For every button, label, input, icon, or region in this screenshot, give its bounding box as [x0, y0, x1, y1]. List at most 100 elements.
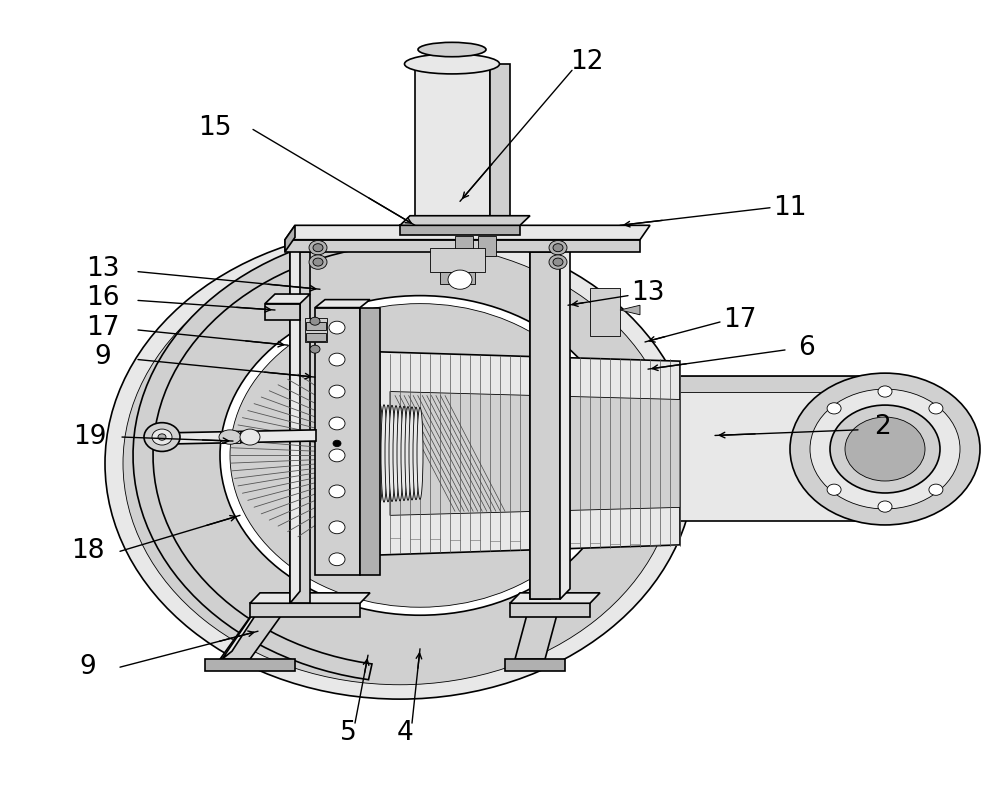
Polygon shape [515, 603, 560, 659]
Ellipse shape [219, 430, 241, 444]
Polygon shape [510, 593, 600, 603]
Ellipse shape [373, 404, 379, 503]
Text: 16: 16 [86, 285, 120, 311]
Polygon shape [400, 216, 530, 225]
Polygon shape [290, 240, 300, 603]
Circle shape [329, 417, 345, 430]
Polygon shape [158, 430, 316, 444]
Circle shape [313, 244, 323, 252]
Polygon shape [530, 252, 560, 599]
Ellipse shape [409, 407, 415, 500]
Polygon shape [290, 252, 310, 603]
Circle shape [158, 434, 166, 440]
Polygon shape [315, 308, 360, 575]
Circle shape [310, 317, 320, 325]
Circle shape [827, 403, 841, 414]
Text: 6: 6 [798, 335, 814, 360]
Circle shape [240, 429, 260, 445]
Circle shape [878, 386, 892, 397]
Bar [440, 272, 475, 284]
Polygon shape [285, 225, 650, 240]
Bar [306, 333, 326, 341]
Bar [430, 248, 485, 272]
Circle shape [549, 255, 567, 269]
Ellipse shape [401, 406, 407, 501]
Text: 17: 17 [723, 307, 757, 332]
Circle shape [827, 484, 841, 495]
Circle shape [123, 242, 677, 685]
Text: 9: 9 [80, 654, 96, 680]
Polygon shape [640, 376, 900, 392]
Ellipse shape [413, 407, 419, 499]
Polygon shape [265, 294, 310, 304]
Polygon shape [620, 305, 640, 315]
Polygon shape [400, 225, 520, 235]
Polygon shape [250, 603, 360, 617]
Ellipse shape [418, 42, 486, 57]
Circle shape [152, 429, 172, 445]
Text: 13: 13 [86, 256, 120, 282]
Circle shape [220, 296, 620, 615]
Circle shape [830, 405, 940, 493]
Circle shape [553, 258, 563, 266]
Circle shape [309, 255, 327, 269]
Text: 18: 18 [71, 539, 105, 564]
Bar [220, 431, 240, 443]
Ellipse shape [389, 405, 395, 502]
Polygon shape [133, 229, 395, 680]
Polygon shape [370, 352, 680, 555]
Circle shape [549, 240, 567, 255]
Polygon shape [265, 304, 300, 320]
Circle shape [144, 423, 180, 451]
Bar [306, 322, 326, 330]
Circle shape [329, 521, 345, 534]
Polygon shape [560, 241, 570, 599]
Ellipse shape [381, 405, 387, 502]
Circle shape [333, 440, 341, 447]
Text: 5: 5 [340, 721, 356, 746]
Text: 17: 17 [86, 315, 120, 340]
Polygon shape [505, 659, 565, 671]
Circle shape [329, 385, 345, 398]
Polygon shape [250, 593, 370, 603]
Circle shape [845, 417, 925, 481]
Circle shape [929, 484, 943, 495]
Polygon shape [315, 300, 370, 308]
Text: 13: 13 [631, 280, 665, 306]
Polygon shape [285, 240, 640, 252]
Circle shape [329, 321, 345, 334]
Bar [478, 236, 496, 256]
Bar [455, 236, 473, 256]
Circle shape [329, 449, 345, 462]
Polygon shape [220, 603, 290, 659]
Ellipse shape [385, 405, 391, 502]
Circle shape [313, 258, 323, 266]
Polygon shape [550, 240, 560, 599]
Circle shape [329, 553, 345, 566]
Circle shape [310, 345, 320, 353]
Circle shape [329, 485, 345, 498]
Polygon shape [205, 659, 295, 671]
Text: 11: 11 [773, 195, 807, 221]
Text: 12: 12 [570, 49, 604, 74]
Circle shape [878, 501, 892, 512]
Circle shape [790, 373, 980, 525]
Circle shape [105, 228, 695, 699]
Polygon shape [415, 64, 490, 225]
Text: 19: 19 [73, 424, 107, 450]
Ellipse shape [397, 406, 403, 501]
Ellipse shape [377, 404, 383, 503]
Polygon shape [510, 603, 590, 617]
Text: 15: 15 [198, 115, 232, 141]
Ellipse shape [404, 54, 500, 74]
Ellipse shape [417, 407, 423, 499]
Text: 4: 4 [397, 721, 413, 746]
Ellipse shape [393, 406, 399, 501]
Circle shape [230, 304, 610, 607]
Ellipse shape [365, 403, 371, 503]
Circle shape [329, 353, 345, 366]
Polygon shape [390, 392, 680, 515]
Ellipse shape [405, 407, 411, 500]
Circle shape [810, 389, 960, 509]
Bar [305, 318, 327, 342]
